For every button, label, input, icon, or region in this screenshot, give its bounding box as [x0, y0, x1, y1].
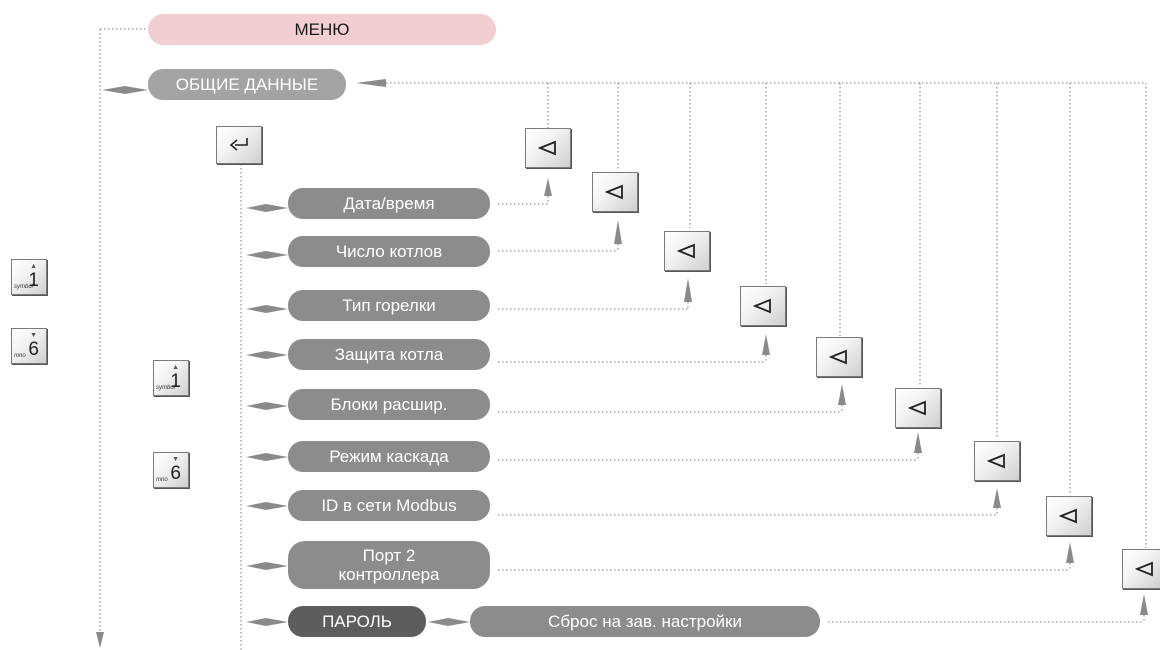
back-triangle-icon [753, 298, 771, 314]
enter-arrow-icon [229, 138, 248, 151]
item-cascade-mode[interactable]: Режим каскада [288, 441, 490, 472]
password-item[interactable]: ПАРОЛЬ [288, 606, 426, 637]
back-triangle-icon [1059, 508, 1077, 524]
back-key[interactable] [816, 337, 862, 377]
back-key[interactable] [664, 231, 710, 271]
back-key[interactable] [740, 286, 786, 326]
back-key[interactable] [525, 128, 571, 168]
down-arrow-icon: ▼ [172, 456, 179, 463]
item-date-time[interactable]: Дата/время [288, 188, 490, 219]
back-key[interactable] [895, 388, 941, 428]
item-controller-port2[interactable]: Порт 2 контроллера [288, 541, 490, 589]
general-data-item[interactable]: ОБЩИЕ ДАННЫЕ [148, 69, 346, 100]
key-6-down[interactable]: ▼ mno 6 [153, 452, 189, 488]
back-triangle-icon [538, 140, 556, 156]
enter-key[interactable] [216, 126, 262, 164]
key-digit: 1 [170, 371, 181, 392]
key-1-up[interactable]: ▲ symbol 1 [153, 360, 189, 396]
back-key[interactable] [1046, 496, 1092, 536]
back-key[interactable] [1122, 549, 1160, 589]
factory-reset-item[interactable]: Сброс на зав. настройки [470, 606, 820, 637]
back-triangle-icon [1135, 561, 1153, 577]
key-letters: mno [14, 353, 26, 359]
key-letters: symbol [156, 385, 176, 391]
key-6-down[interactable]: ▼ mno 6 [11, 328, 47, 364]
back-triangle-icon [829, 349, 847, 365]
item-expansion-blocks[interactable]: Блоки расшир. [288, 389, 490, 420]
back-triangle-icon [677, 243, 695, 259]
key-letters: mno [156, 477, 168, 483]
back-key[interactable] [592, 172, 638, 212]
menu-title: МЕНЮ [148, 14, 496, 45]
key-digit: 6 [170, 463, 181, 484]
key-letters: symbol [14, 284, 34, 290]
item-boiler-protection[interactable]: Защита котла [288, 339, 490, 370]
back-triangle-icon [987, 453, 1005, 469]
item-modbus-id[interactable]: ID в сети Modbus [288, 490, 490, 521]
down-arrow-icon: ▼ [30, 332, 37, 339]
up-arrow-icon: ▲ [30, 263, 37, 270]
back-key[interactable] [974, 441, 1020, 481]
up-arrow-icon: ▲ [172, 364, 179, 371]
key-1-up[interactable]: ▲ symbol 1 [11, 259, 47, 295]
back-triangle-icon [908, 400, 926, 416]
item-burner-type[interactable]: Тип горелки [288, 290, 490, 321]
key-digit: 1 [28, 270, 39, 291]
item-boiler-count[interactable]: Число котлов [288, 236, 490, 267]
key-digit: 6 [28, 339, 39, 360]
back-triangle-icon [605, 184, 623, 200]
